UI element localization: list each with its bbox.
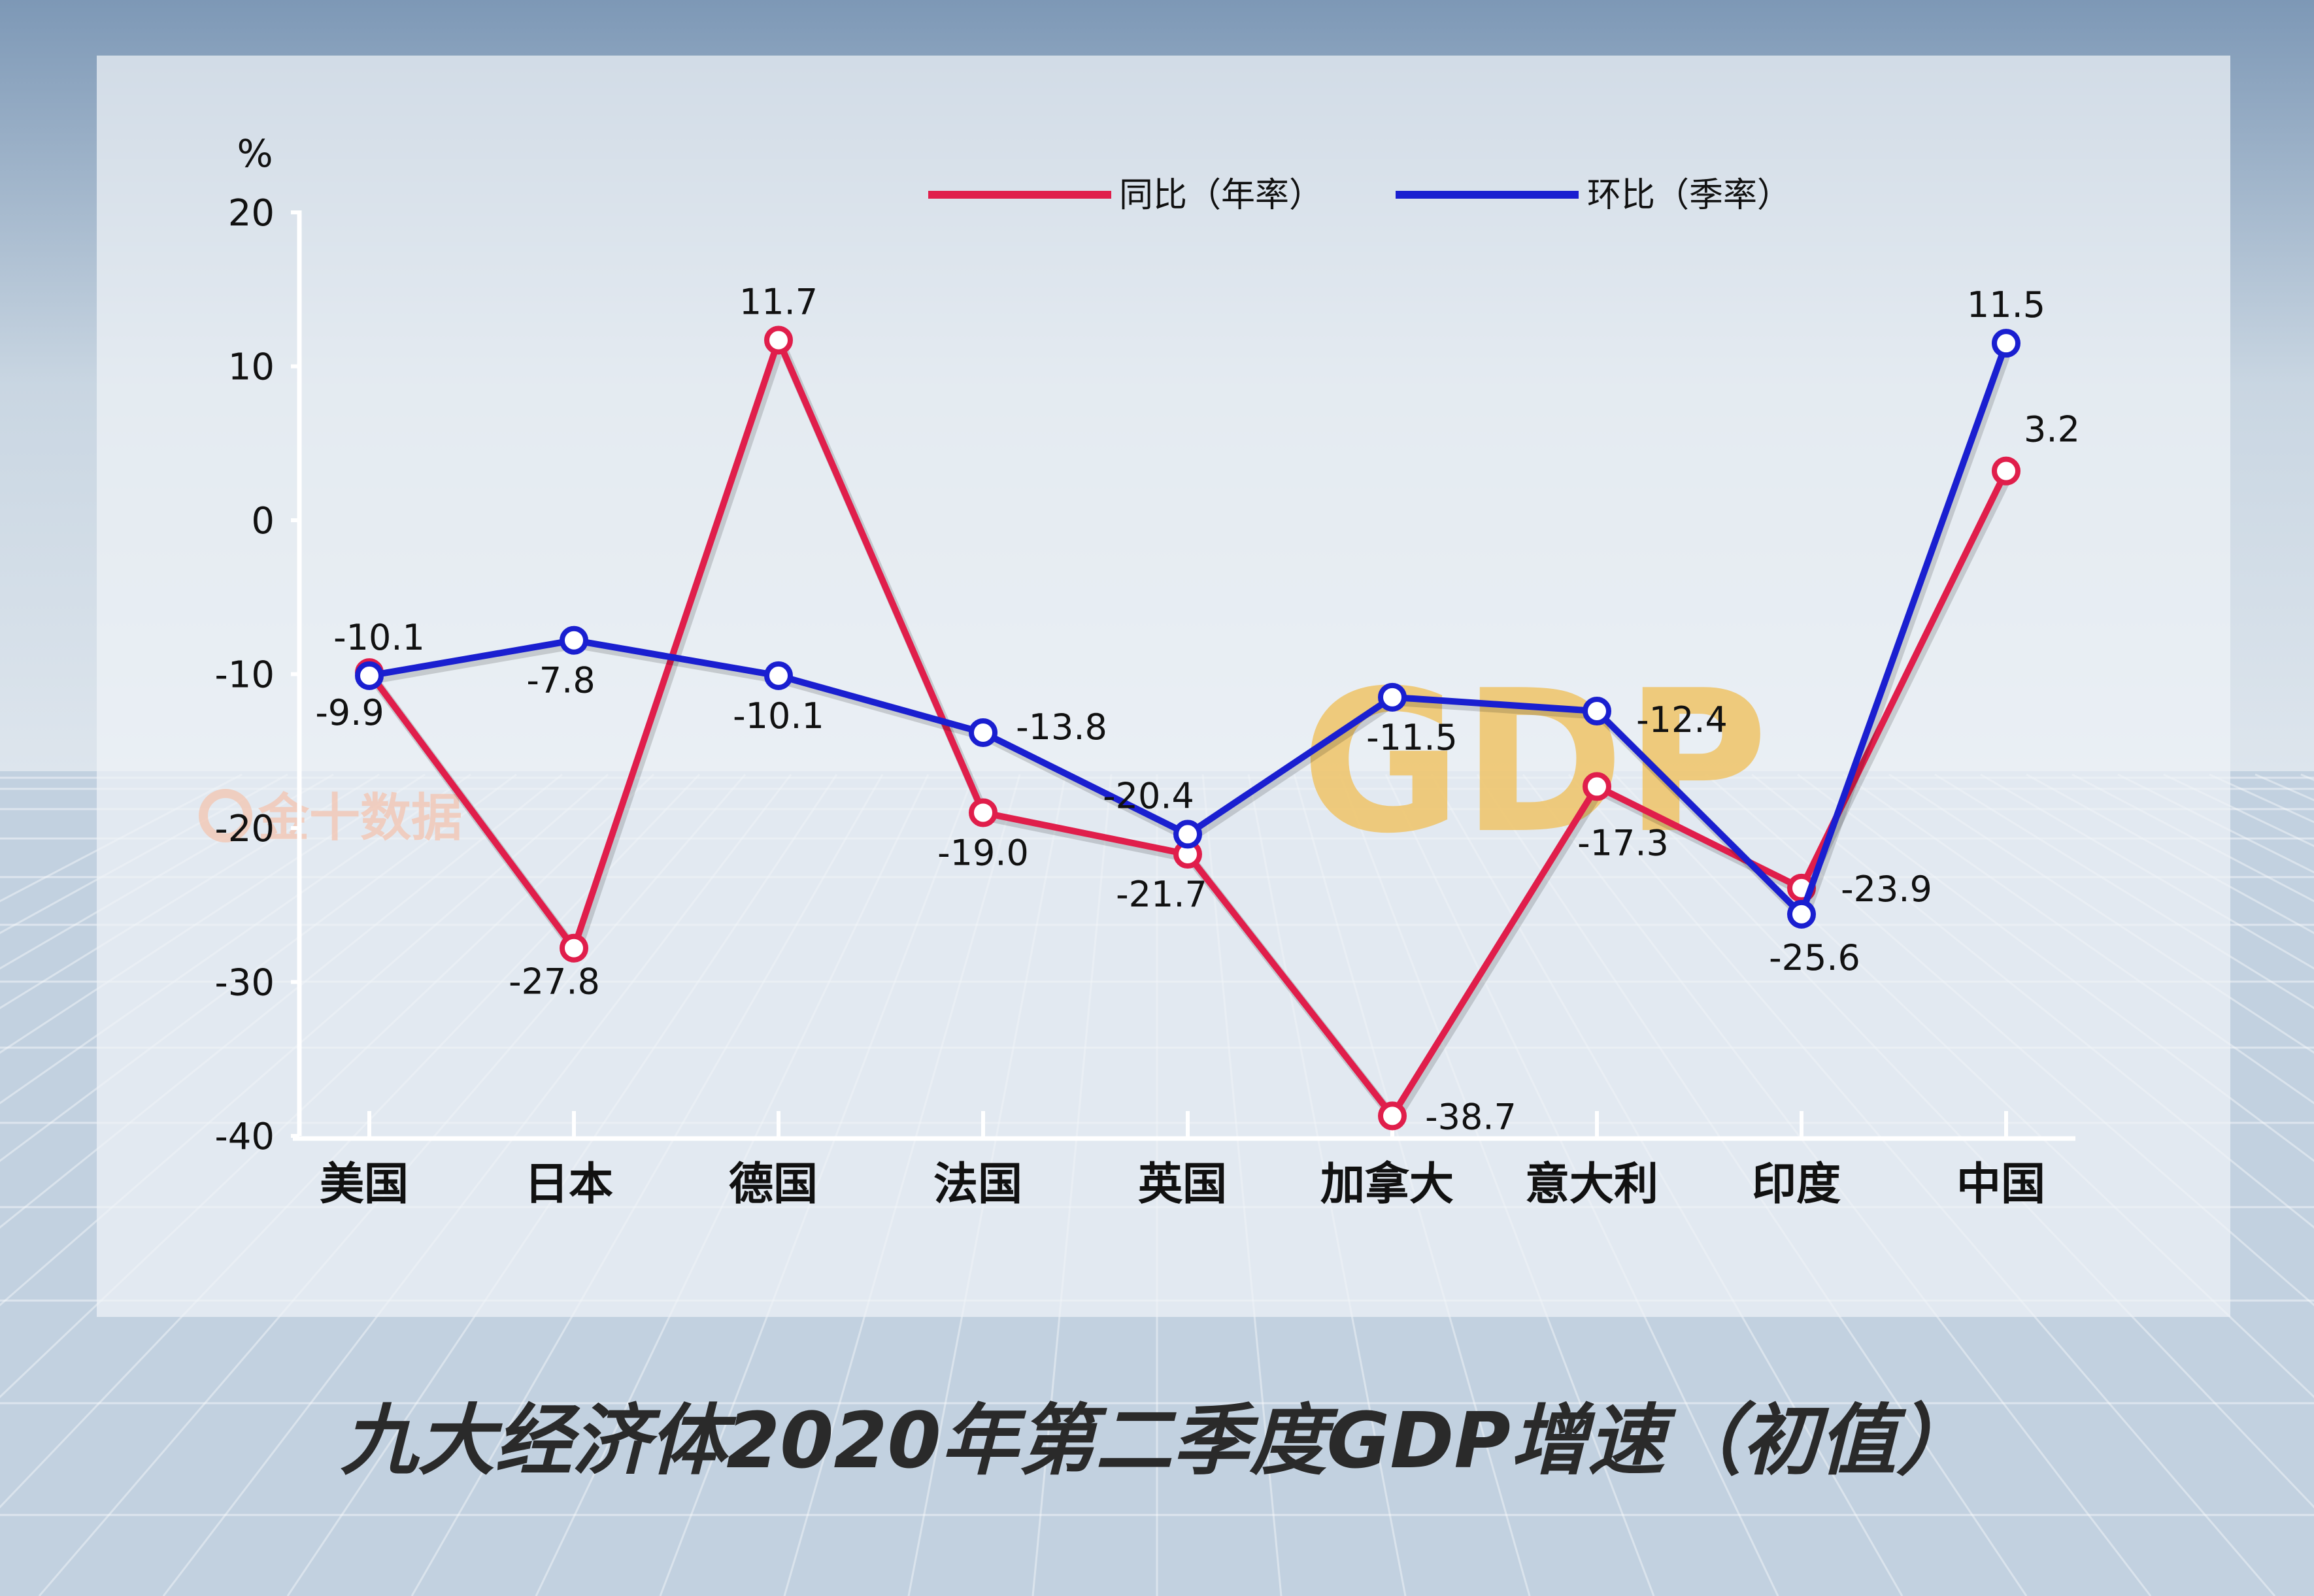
data-point-yoy — [1378, 1101, 1407, 1131]
x-tick-label: 加拿大 — [1320, 1159, 1454, 1210]
x-tick-label: 德国 — [729, 1159, 818, 1210]
data-label-yoy: -21.7 — [1116, 874, 1207, 915]
data-point-yoy — [764, 325, 793, 355]
x-tick-label: 英国 — [1138, 1159, 1227, 1210]
data-point-qoq — [764, 661, 793, 690]
data-label-yoy: -17.3 — [1577, 822, 1669, 863]
y-tick-label: -10 — [215, 654, 275, 697]
y-tick-label: -40 — [215, 1116, 275, 1158]
y-tick-label: 10 — [228, 346, 275, 389]
data-point-yoy — [560, 933, 588, 963]
x-tick-label: 法国 — [933, 1159, 1022, 1210]
data-point-qoq — [1173, 820, 1202, 849]
legend: 同比（年率） 环比（季率） — [928, 176, 1791, 215]
x-tick-label: 日本 — [524, 1159, 613, 1210]
data-point-qoq — [355, 661, 384, 690]
data-label-yoy: -23.9 — [1841, 869, 1932, 910]
data-point-qoq — [969, 718, 998, 747]
data-label-yoy: -27.8 — [509, 961, 600, 1003]
logo-icon — [199, 789, 252, 842]
data-label-qoq: -13.8 — [1016, 707, 1107, 748]
watermark-logo: 金十数据 — [199, 789, 462, 848]
label-layer: -9.9 -27.8 11.7 -19.0 -21.7 -38.7 -17.3 -23.9 3.… — [315, 281, 2080, 1137]
legend-label-yoy: 同比（年率） — [1119, 176, 1323, 215]
chart-title: 九大经济体2020年第二季度GDP增速（初值） — [341, 1395, 1973, 1486]
data-label-qoq: -25.6 — [1769, 937, 1860, 978]
data-label-qoq: -11.5 — [1366, 717, 1458, 758]
x-tick-label: 中国 — [1956, 1159, 2045, 1210]
y-axis-unit: % — [237, 131, 273, 176]
data-point-yoy — [969, 798, 998, 827]
x-tick-label: 印度 — [1752, 1159, 1841, 1210]
y-tick-label: 20 — [228, 192, 275, 235]
data-label-qoq: -12.4 — [1636, 699, 1728, 740]
x-tick-label: 意大利 — [1525, 1159, 1658, 1210]
floor-grid-line — [2026, 773, 2314, 935]
data-point-qoq — [1583, 697, 1611, 726]
data-label-yoy: 11.7 — [739, 281, 818, 322]
data-point-qoq — [1787, 899, 1816, 929]
y-tick-label: 0 — [251, 500, 275, 542]
y-tick-label: -30 — [215, 962, 275, 1005]
floor-grid-line — [0, 773, 288, 935]
data-label-qoq: 11.5 — [1967, 284, 2045, 325]
data-point-qoq — [1992, 329, 2021, 358]
data-label-qoq: -20.4 — [1103, 775, 1194, 816]
data-point-qoq — [560, 625, 588, 655]
data-label-yoy: -38.7 — [1425, 1096, 1517, 1137]
data-label-yoy: 3.2 — [2024, 409, 2080, 450]
data-label-qoq: -7.8 — [526, 660, 595, 701]
x-tick-label: 美国 — [320, 1159, 409, 1210]
x-ticks: 美国 日本 德国 法国 英国 加拿大 意大利 印度 中国 — [320, 1111, 2045, 1210]
data-label-qoq: -10.1 — [333, 617, 425, 658]
watermark-text: 金十数据 — [258, 789, 462, 848]
data-point-yoy — [1992, 456, 2021, 486]
data-point-yoy — [1583, 772, 1611, 801]
y-tick-label: -20 — [215, 808, 275, 850]
chart-panel — [97, 56, 2230, 1317]
gdp-decoration: GDP — [1301, 648, 1768, 876]
data-label-qoq: -10.1 — [733, 695, 824, 737]
data-label-yoy: -9.9 — [315, 692, 384, 733]
y-ticks: 20 10 0 -10 -20 -30 -40 — [215, 192, 299, 1158]
legend-label-qoq: 环比（季率） — [1587, 176, 1791, 215]
series-layer — [355, 325, 2021, 1131]
data-point-qoq — [1378, 682, 1407, 712]
data-label-yoy: -19.0 — [937, 832, 1029, 873]
